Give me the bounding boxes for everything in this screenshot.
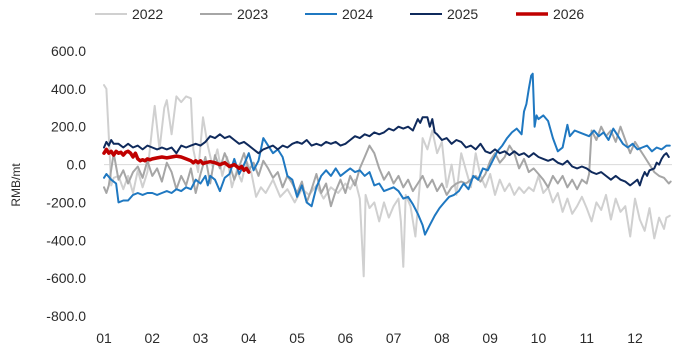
y-tick-label: 0.0 xyxy=(67,157,87,173)
series-line-2022 xyxy=(103,84,671,278)
series-line-2024 xyxy=(103,72,671,236)
x-tick-label: 05 xyxy=(289,330,305,346)
x-axis: 01 02 03 04 05 06 07 08 09 10 11 12 xyxy=(96,330,643,346)
x-tick-label: 03 xyxy=(193,330,209,346)
x-tick-label: 01 xyxy=(96,330,112,346)
series-line-2026 xyxy=(102,147,251,174)
x-tick-label: 02 xyxy=(144,330,160,346)
legend-label-2023: 2023 xyxy=(237,6,268,22)
x-tick-label: 04 xyxy=(241,330,257,346)
y-tick-label: -600.0 xyxy=(46,270,86,286)
legend-label-2022: 2022 xyxy=(132,6,163,22)
series-line-2025 xyxy=(103,116,670,187)
series-line-2023 xyxy=(103,125,672,208)
x-tick-label: 11 xyxy=(579,330,594,346)
y-axis: 600.0 400.0 200.0 0.0 -200.0 -400.0 -600.0 -800… xyxy=(46,43,86,324)
x-tick-label: 08 xyxy=(434,330,450,346)
y-tick-label: 400.0 xyxy=(51,81,86,97)
y-tick-label: -200.0 xyxy=(46,194,86,210)
legend-label-2025: 2025 xyxy=(447,6,478,22)
series-group xyxy=(102,72,672,278)
x-tick-label: 12 xyxy=(627,330,643,346)
y-tick-label: -400.0 xyxy=(46,232,86,248)
x-tick-label: 06 xyxy=(338,330,354,346)
y-tick-label: 200.0 xyxy=(51,119,86,135)
y-tick-label: 600.0 xyxy=(51,43,86,59)
y-tick-label: -800.0 xyxy=(46,308,86,324)
legend-label-2026: 2026 xyxy=(553,6,584,22)
legend: 2022 2023 2024 2025 2026 xyxy=(95,6,584,22)
x-tick-label: 09 xyxy=(482,330,498,346)
legend-label-2024: 2024 xyxy=(342,6,373,22)
y-axis-label: RMB/mt xyxy=(9,163,23,207)
x-tick-label: 07 xyxy=(386,330,402,346)
x-tick-label: 10 xyxy=(531,330,547,346)
